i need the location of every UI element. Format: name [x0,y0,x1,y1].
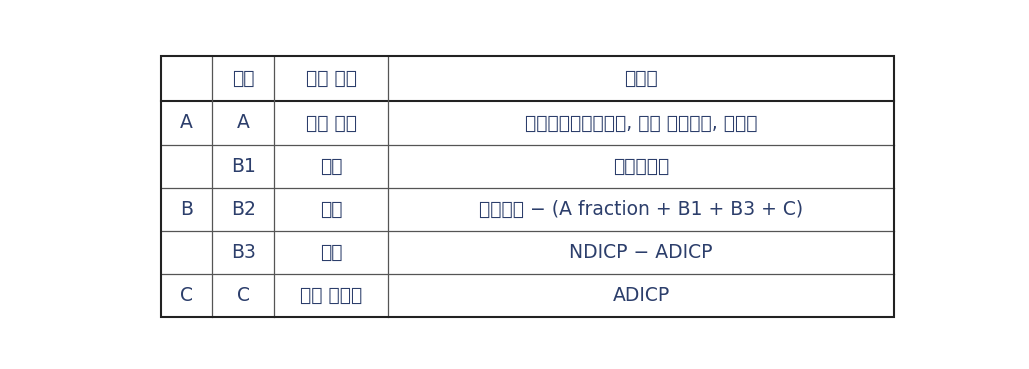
Text: B: B [180,200,192,219]
Text: 조단백질 − (A fraction + B1 + B3 + C): 조단백질 − (A fraction + B1 + B3 + C) [480,200,804,219]
Text: A: A [237,113,249,132]
Text: ADICP: ADICP [612,286,670,305]
Text: 중간: 중간 [320,200,343,219]
Text: 매우 빠름: 매우 빠름 [306,113,357,132]
Text: C: C [180,286,192,305]
Text: B2: B2 [230,200,255,219]
Text: 이용 불가능: 이용 불가능 [300,286,362,305]
Text: C: C [237,286,250,305]
Text: 영양소: 영양소 [625,69,658,88]
Text: 분획: 분획 [232,69,254,88]
Text: 용해단백질: 용해단백질 [613,156,669,176]
Text: 소화 속도: 소화 속도 [306,69,357,88]
Text: 비단백태질소화합물, 유리 아미노산, 펝티드: 비단백태질소화합물, 유리 아미노산, 펝티드 [525,113,757,132]
Text: NDICP − ADICP: NDICP − ADICP [569,243,713,262]
Text: B1: B1 [230,156,255,176]
Text: 빠름: 빠름 [320,156,343,176]
Text: B3: B3 [230,243,255,262]
Text: A: A [180,113,192,132]
Text: 느림: 느림 [320,243,343,262]
